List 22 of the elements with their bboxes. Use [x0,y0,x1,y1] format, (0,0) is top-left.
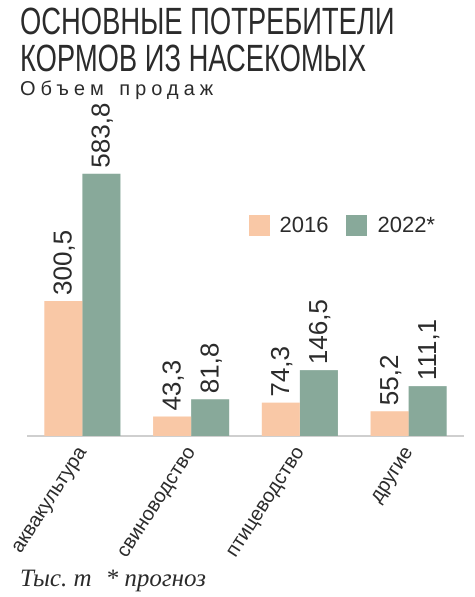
data-label: 55,2 [374,354,404,406]
bar [191,399,230,436]
data-label: 74,3 [265,346,296,397]
bar [408,386,447,436]
bar [262,402,300,436]
chart-title: ОСНОВНЫЕ ПОТРЕБИТЕЛИ КОРМОВ ИЗ НАСЕКОМЫХ [20,1,396,80]
bar [300,370,338,436]
bar [153,416,192,436]
legend-label: 2016 [280,212,328,238]
bar [82,174,120,436]
data-label: 43,3 [156,360,186,411]
bar [370,411,409,436]
data-label: 146,5 [303,299,334,364]
text: * прогноз [106,565,206,592]
data-label: 81,8 [194,342,224,394]
data-label: 300,5 [48,230,78,295]
data-label: 583,8 [86,102,116,168]
chart-subtitle: Объем продаж [20,78,218,100]
legend-label: 2022* [377,212,435,238]
data-label: 111,1 [412,318,442,380]
text: Тыс. т [20,565,92,592]
bar [44,300,82,436]
